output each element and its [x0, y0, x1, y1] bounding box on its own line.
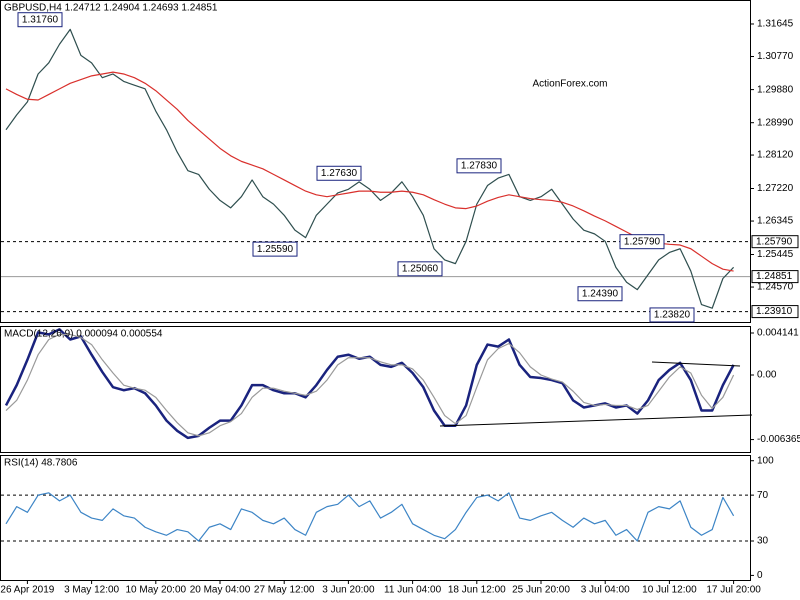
y-tick-label: 0: [757, 570, 763, 581]
y-tick-label: 70: [757, 490, 769, 501]
series-line: [5, 28, 735, 309]
annotation-box: [397, 261, 443, 277]
annotation-box: [649, 307, 695, 323]
level-label: 1.24851: [756, 271, 793, 282]
y-tick-label: 1.28990: [757, 117, 794, 128]
annotation-label: 1.27830: [461, 160, 498, 171]
y-tick-label: 100: [757, 455, 774, 466]
trendline: [651, 361, 741, 367]
series-line: [5, 333, 735, 437]
annotation-box: [619, 234, 665, 250]
series-line: [4, 328, 735, 440]
level-label: 1.25790: [756, 236, 793, 247]
x-tick-label: 3 Jun 20:00: [322, 585, 375, 596]
y-tick-label: 1.30770: [757, 51, 794, 62]
x-tick-label: 10 May 20:00: [125, 585, 186, 596]
y-tick-label: 1.24570: [757, 282, 794, 293]
watermark: ActionForex.com: [532, 79, 607, 90]
y-tick-label: 1.25445: [757, 249, 794, 260]
y-tick-label: 0.00: [757, 370, 777, 381]
x-tick-label: 3 May 12:00: [64, 585, 119, 596]
level-box: [751, 235, 799, 249]
annotation-label: 1.25590: [257, 244, 294, 255]
annotation-label: 1.24390: [582, 288, 619, 299]
annotation-label: 1.25060: [402, 263, 439, 274]
x-tick-label: 20 May 04:00: [190, 585, 251, 596]
x-tick-label: 3 Jul 04:00: [581, 585, 630, 596]
annotation-label: 1.31760: [22, 14, 59, 25]
y-tick-label: -0.006365: [757, 434, 800, 445]
annotation-box: [316, 165, 362, 181]
level-box: [751, 270, 799, 284]
x-tick-label: 11 Jun 04:00: [384, 585, 442, 596]
panel-title: GBPUSD,H4 1.24712 1.24904 1.24693 1.2485…: [4, 3, 218, 14]
series-line: [5, 492, 735, 542]
y-tick-label: 1.28120: [757, 150, 794, 161]
y-tick-label: 30: [757, 536, 769, 547]
annotation-label: 1.27630: [321, 168, 358, 179]
level-label: 1.23910: [756, 306, 793, 317]
y-tick-label: 0.004141: [757, 328, 799, 339]
panel-frame: [0, 326, 751, 453]
annotation-label: 1.23820: [654, 310, 691, 321]
panel-title: RSI(14) 48.7806: [4, 458, 78, 469]
y-tick-label: 1.31645: [757, 19, 794, 30]
x-tick-label: 27 May 12:00: [254, 585, 315, 596]
x-tick-label: 26 Apr 2019: [0, 585, 54, 596]
trendline: [439, 414, 753, 427]
x-tick-label: 17 Jul 20:00: [706, 585, 761, 596]
annotation-box: [456, 158, 502, 174]
level-box: [751, 305, 799, 319]
x-tick-label: 10 Jul 12:00: [642, 585, 697, 596]
annotation-label: 1.25790: [624, 236, 661, 247]
y-tick-label: 1.29880: [757, 84, 794, 95]
y-tick-label: 1.26345: [757, 216, 794, 227]
panel-frame: [0, 0, 751, 323]
annotation-box: [17, 12, 63, 28]
x-tick-label: 18 Jun 12:00: [448, 585, 506, 596]
y-tick-label: 1.27220: [757, 183, 794, 194]
x-tick-label: 25 Jun 20:00: [512, 585, 570, 596]
panel-frame: [0, 455, 751, 581]
panel-title: MACD(12,26,9) 0.000094 0.000554: [4, 329, 163, 340]
annotation-box: [577, 286, 623, 302]
series-line: [5, 71, 734, 272]
annotation-box: [252, 241, 298, 257]
